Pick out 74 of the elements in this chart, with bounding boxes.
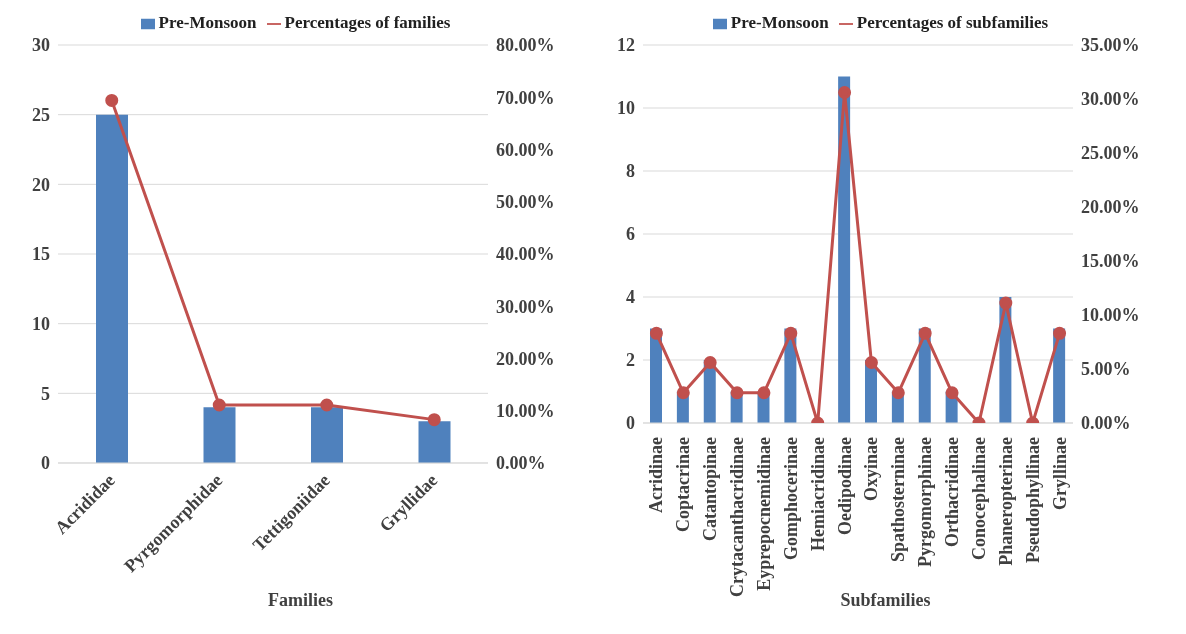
y2-tick-label: 60.00% xyxy=(496,139,555,160)
y-tick-label: 6 xyxy=(626,224,635,245)
x-tick-label: Gomphocerinae xyxy=(780,437,801,560)
x-tick-label: Pseudophyllinae xyxy=(1022,437,1043,564)
point xyxy=(757,386,771,400)
point xyxy=(999,296,1013,310)
x-tick-label: Spathosterninae xyxy=(888,436,909,563)
y2-tick-label: 15.00% xyxy=(1081,251,1140,272)
point xyxy=(864,356,878,370)
x-tick-label: Hemiacridinae xyxy=(807,437,828,551)
y2-tick-label: 20.00% xyxy=(496,348,555,369)
point xyxy=(730,386,744,400)
x-axis-title: Subfamilies xyxy=(840,590,931,610)
legend-label: Percentages of subfamilies xyxy=(856,13,1049,32)
point xyxy=(945,386,959,400)
legend-label: Percentages of families xyxy=(284,13,451,32)
point xyxy=(918,326,932,340)
y-tick-label: 2 xyxy=(626,350,635,371)
y2-tick-label: 40.00% xyxy=(496,244,555,265)
y2-tick-label: 70.00% xyxy=(496,87,555,108)
point xyxy=(784,326,798,340)
y2-tick-label: 0.00% xyxy=(1081,413,1131,434)
point xyxy=(105,93,119,107)
x-tick-label: Phaneropterinae xyxy=(995,436,1016,566)
point xyxy=(891,386,905,400)
point xyxy=(703,356,717,370)
x-tick-label: Oedipodinae xyxy=(834,437,855,536)
y-tick-label: 0 xyxy=(41,453,50,474)
x-axis-title: Families xyxy=(267,590,334,611)
y2-tick-label: 0.00% xyxy=(496,453,546,474)
y2-tick-label: 5.00% xyxy=(1081,359,1131,380)
x-tick-label: Conocephalinae xyxy=(968,436,989,561)
x-tick-label: Catantopinae xyxy=(700,437,721,542)
y2-tick-label: 25.00% xyxy=(1081,143,1140,164)
x-tick-label: Acridinae xyxy=(646,437,667,513)
point xyxy=(838,86,852,100)
legend-label: Pre-Monsoon xyxy=(730,13,829,32)
x-tick-label: Coptacrinae xyxy=(673,436,694,532)
y-tick-label: 5 xyxy=(41,383,50,404)
y-tick-label: 10 xyxy=(32,314,50,335)
point xyxy=(676,386,690,400)
y2-tick-label: 50.00% xyxy=(496,192,555,213)
legend-label: Pre-Monsoon xyxy=(158,13,257,32)
y-tick-label: 15 xyxy=(32,244,50,265)
y2-tick-label: 30.00% xyxy=(496,296,555,317)
point xyxy=(649,326,663,340)
y-tick-label: 20 xyxy=(32,174,50,195)
point xyxy=(212,398,226,412)
y-tick-label: 30 xyxy=(32,35,50,56)
y-tick-label: 10 xyxy=(617,98,635,119)
y2-tick-label: 10.00% xyxy=(496,401,555,422)
y-tick-label: 0 xyxy=(626,413,635,434)
y-tick-label: 8 xyxy=(626,161,635,182)
x-tick-label: Pyrgomorphinae xyxy=(915,437,936,567)
y-tick-label: 25 xyxy=(32,105,50,126)
y2-tick-label: 80.00% xyxy=(496,35,555,56)
y2-tick-label: 20.00% xyxy=(1081,197,1140,218)
bar xyxy=(418,421,451,463)
point xyxy=(1053,326,1067,340)
x-tick-label: Oxyinae xyxy=(861,437,882,502)
bar xyxy=(96,114,128,463)
y2-tick-label: 35.00% xyxy=(1081,35,1140,56)
x-tick-label: Gryllinae xyxy=(1049,437,1070,510)
bar xyxy=(311,407,343,463)
point xyxy=(427,413,441,427)
point xyxy=(320,398,334,412)
x-tick-label: Orthacridinae xyxy=(942,437,963,547)
bar xyxy=(203,407,236,463)
x-tick-label: Eyprepocnemidinae xyxy=(753,437,774,591)
y-tick-label: 4 xyxy=(626,287,635,308)
y2-tick-label: 30.00% xyxy=(1081,89,1140,110)
y-tick-label: 12 xyxy=(617,35,635,56)
y2-tick-label: 10.00% xyxy=(1081,305,1140,326)
x-tick-label: Crytacanthacridinae xyxy=(727,437,748,597)
